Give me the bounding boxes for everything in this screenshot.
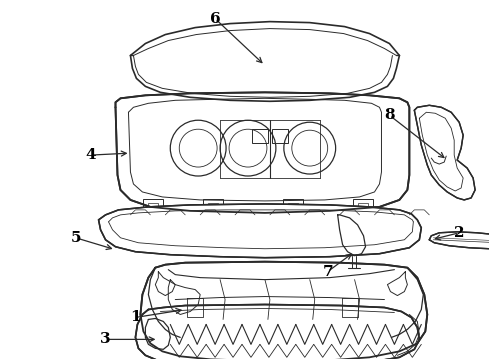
Bar (283, 199, 303, 215)
Polygon shape (135, 305, 419, 360)
Polygon shape (141, 262, 427, 360)
Polygon shape (415, 105, 475, 200)
Bar (144, 199, 163, 215)
Text: 2: 2 (454, 226, 465, 240)
Bar (358, 203, 368, 212)
Text: 1: 1 (130, 310, 141, 324)
Text: 5: 5 (71, 231, 81, 245)
Bar (148, 203, 158, 212)
Bar (203, 199, 223, 215)
Polygon shape (116, 92, 409, 213)
Bar (252, 129, 268, 143)
Bar (353, 199, 372, 215)
Text: 4: 4 (85, 148, 96, 162)
Bar (272, 129, 288, 143)
Polygon shape (98, 204, 421, 258)
Text: 7: 7 (322, 265, 333, 279)
Bar (208, 203, 218, 212)
Bar (288, 203, 298, 212)
Text: 8: 8 (384, 108, 395, 122)
Text: 6: 6 (210, 12, 220, 26)
Polygon shape (429, 232, 490, 249)
Text: 3: 3 (100, 332, 111, 346)
